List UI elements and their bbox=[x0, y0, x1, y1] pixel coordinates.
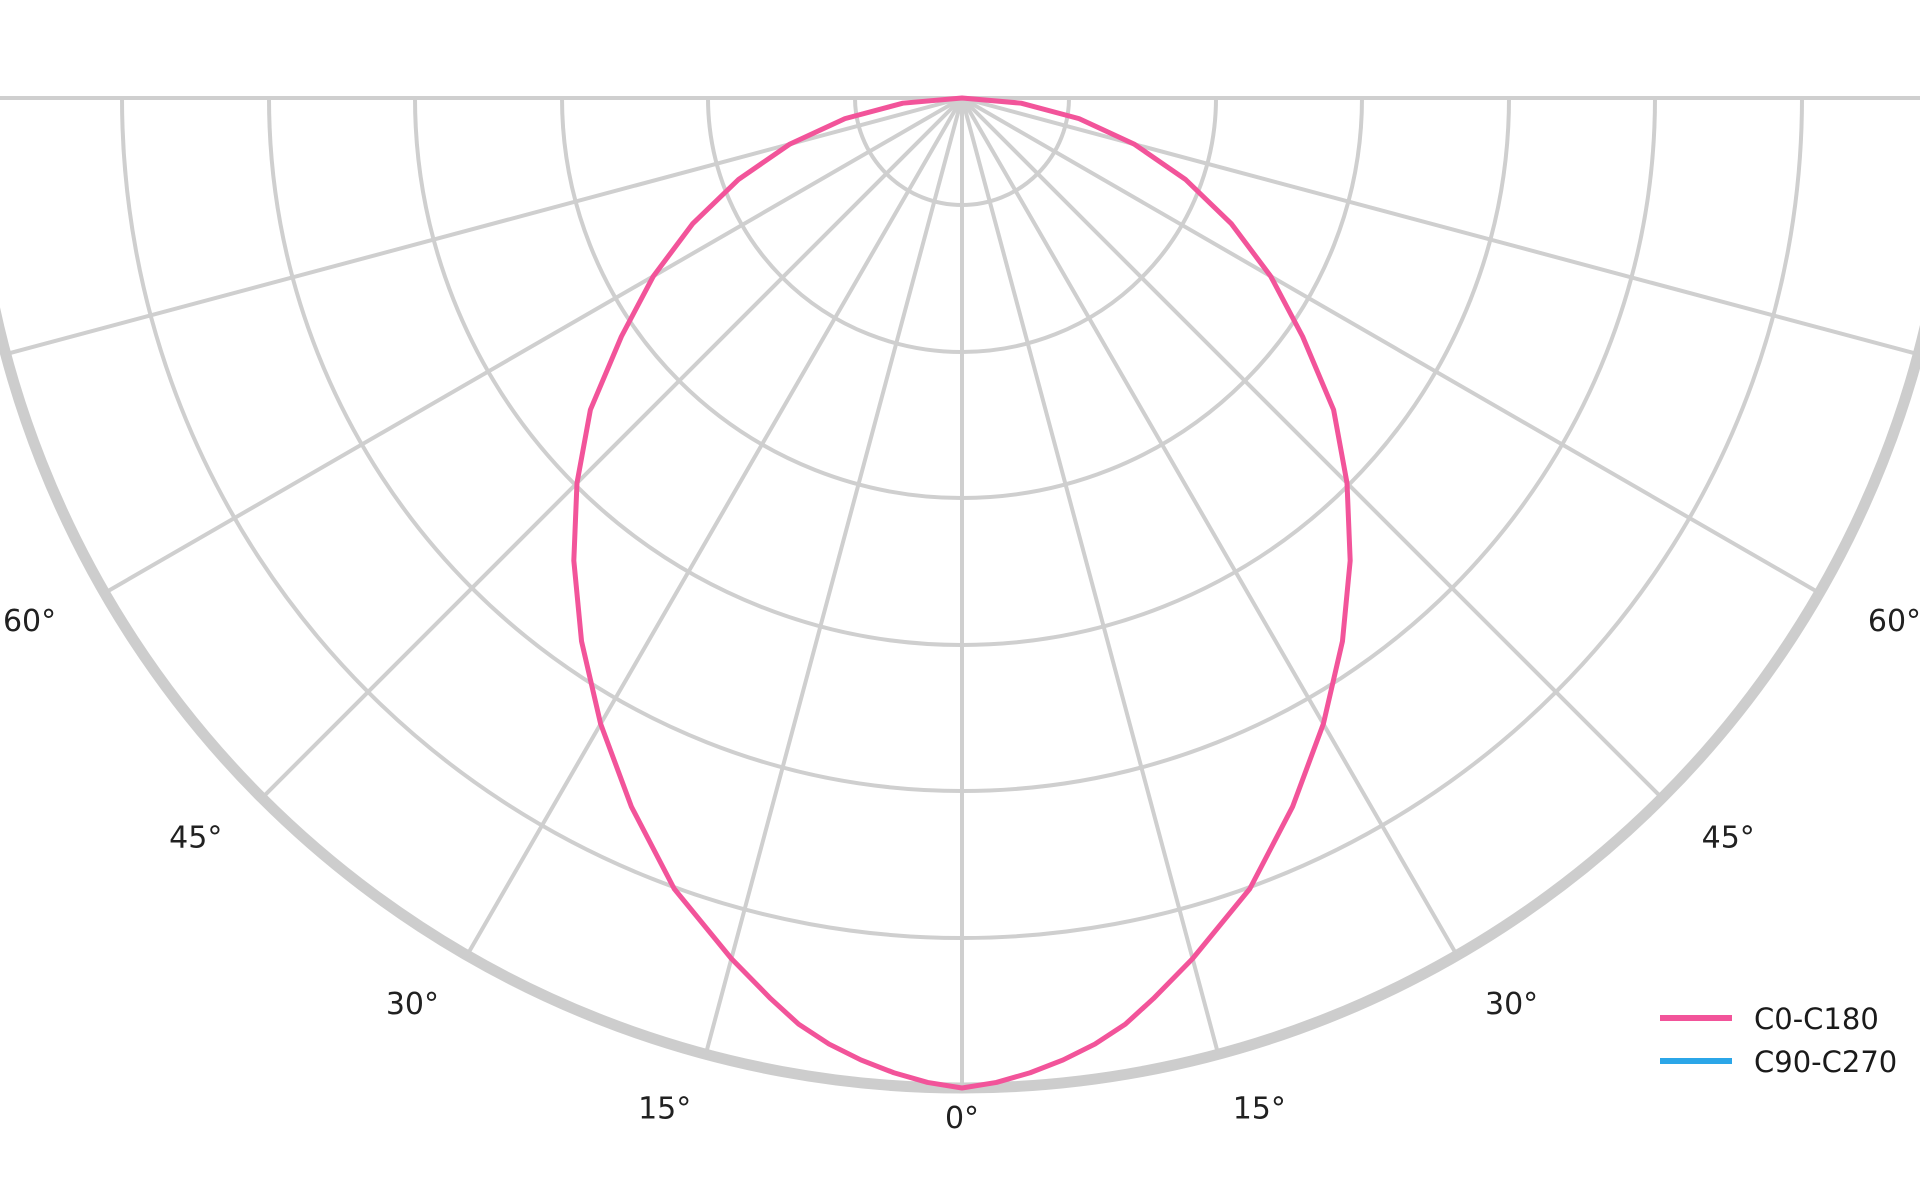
angle-tick-label: 15° bbox=[638, 1091, 691, 1126]
grid-spokes bbox=[0, 96, 1920, 1090]
grid-spoke bbox=[960, 96, 1822, 595]
angle-tick-label: 30° bbox=[386, 987, 439, 1022]
grid-spoke bbox=[960, 96, 1665, 801]
angle-tick-label: 60° bbox=[1868, 604, 1920, 639]
grid-spoke bbox=[259, 96, 964, 801]
grid-spoke bbox=[102, 96, 964, 595]
angle-tick-label: 15° bbox=[1233, 1091, 1286, 1126]
grid-spoke bbox=[960, 96, 1459, 958]
series-curves bbox=[571, 95, 1353, 1091]
series-curve-c0-c180 bbox=[571, 95, 1353, 1091]
grid-spoke bbox=[703, 96, 964, 1057]
angle-tick-labels: 90°75°60°45°30°15°0°15°30°45°60°75°90° bbox=[3, 604, 1920, 1136]
legend-label-0[interactable]: C0-C180 bbox=[1754, 1002, 1879, 1036]
angle-tick-label: 60° bbox=[3, 604, 56, 639]
legend: C0-C180 C90-C270 bbox=[1660, 1002, 1897, 1079]
angle-tick-label: 0° bbox=[945, 1101, 979, 1136]
grid-spoke bbox=[960, 96, 1221, 1057]
angle-tick-label: 45° bbox=[169, 821, 222, 856]
angle-tick-label: 45° bbox=[1702, 821, 1755, 856]
grid-spoke bbox=[465, 96, 964, 958]
angle-tick-label: 30° bbox=[1485, 987, 1538, 1022]
grid-spoke bbox=[960, 96, 1920, 357]
legend-label-1[interactable]: C90-C270 bbox=[1754, 1045, 1897, 1079]
grid-spoke bbox=[3, 96, 964, 357]
